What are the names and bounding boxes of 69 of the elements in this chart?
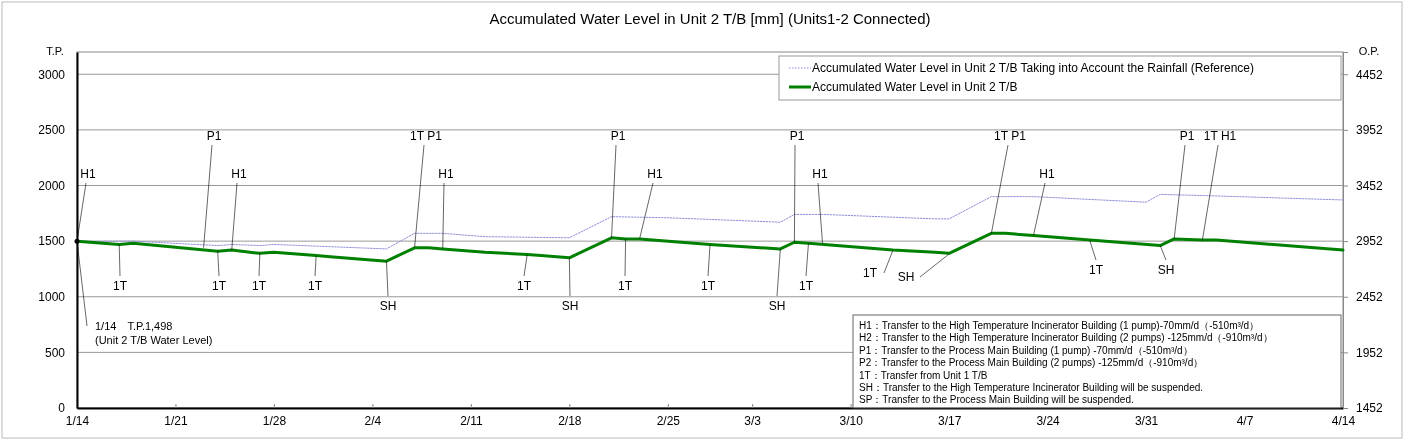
annotation: 1T	[798, 279, 814, 293]
annotation: P1	[789, 129, 805, 143]
annotation: H1	[1039, 167, 1055, 181]
annotation: 1T	[516, 279, 532, 293]
x-tick-label: 3/31	[1134, 413, 1159, 428]
x-tick-label: 3/10	[839, 413, 864, 428]
x-tick-label: 1/14	[65, 413, 90, 428]
y2-tick-label: 3452	[1356, 178, 1384, 193]
annotation: SP：Transfer to the Process Main Building will be suspended.	[859, 394, 1134, 406]
y2-tick-label: 2952	[1356, 234, 1384, 249]
y-tick-label: 1500	[38, 234, 66, 249]
chart-title: Accumulated Water Level in Unit 2 T/B [mm] (Units1-2 Connected)	[489, 10, 931, 27]
annotation: P1	[610, 129, 626, 143]
y-axis-title: T.P.	[46, 45, 64, 57]
annotation: P2：Transfer to the Process Main Building (2 pumps) -125mm/d（-910m³/d）	[859, 357, 1204, 369]
y2-tick-label: 4452	[1356, 67, 1384, 82]
legend-label: Accumulated Water Level in Unit 2 T/B Taking into Account the Rainfall (Reference)	[812, 61, 1255, 75]
annotation: 1T	[862, 266, 878, 280]
x-tick-label: 3/24	[1036, 413, 1061, 428]
legend-label: Accumulated Water Level in Unit 2 T/B	[812, 80, 1018, 94]
y-tick-label: 2000	[38, 178, 66, 193]
y2-tick-label: 3952	[1356, 123, 1384, 138]
annotation: SH	[897, 270, 915, 284]
x-tick-label: 2/25	[656, 413, 681, 428]
annotation: SH	[1157, 263, 1175, 277]
annotation: 1T	[617, 279, 633, 293]
x-tick-label: 1/21	[164, 413, 188, 428]
annotation: H1	[812, 167, 828, 181]
annotation: P1	[206, 129, 222, 143]
annotation: 1T	[1088, 263, 1104, 277]
annotation: 1T	[211, 279, 227, 293]
annotation: 1/14 T.P.1,498 (Unit 2 T/B Water Level)	[95, 320, 213, 346]
y-tick-label: 2500	[38, 123, 66, 138]
annotation: SH	[379, 299, 397, 313]
annotation: H1	[231, 167, 247, 181]
y2-tick-label: 1952	[1356, 345, 1384, 360]
annotation: SH：Transfer to the High Temperature Incinerator Building will be suspended.	[859, 382, 1204, 393]
annotation: 1T	[700, 279, 716, 293]
annotation: SH	[768, 299, 786, 313]
x-tick-label: 3/3	[744, 413, 762, 428]
annotation: 1T H1	[1203, 129, 1237, 143]
x-tick-label: 4/7	[1236, 413, 1254, 428]
annotation: 1T P1	[994, 129, 1027, 143]
annotation: H1：Transfer to the High Temperature Incinerator Building (1 pump)-70mm/d（-510m³/d）	[859, 320, 1260, 331]
y-tick-label: 0	[58, 401, 66, 416]
y-tick-label: 3000	[38, 67, 66, 82]
annotation: H2：Transfer to the High Temperature Incinerator Building (2 pumps) -125mm/d（-910m³/d）	[859, 332, 1273, 344]
x-tick-label: 2/4	[364, 413, 382, 428]
annotation: H1	[80, 167, 96, 181]
annotation: 1T	[307, 279, 323, 293]
annotation: P1：Transfer to the Process Main Building (1 pump) -70mm/d（-510m³/d）	[859, 344, 1193, 356]
annotation: SH	[561, 299, 579, 313]
annotation: P1	[1179, 129, 1195, 143]
x-tick-label: 2/18	[558, 413, 582, 428]
y2-axis-title: O.P.	[1358, 45, 1380, 57]
y2-tick-label: 1452	[1356, 401, 1384, 416]
x-tick-label: 1/28	[262, 413, 287, 428]
annotation: 1T	[112, 279, 128, 293]
y2-tick-label: 2452	[1356, 290, 1384, 305]
annotation: H1	[438, 167, 454, 181]
y-tick-label: 1000	[38, 290, 66, 305]
y-tick-label: 500	[44, 345, 66, 360]
annotation: 1T：Transfer from Unit 1 T/B	[859, 369, 988, 381]
x-tick-label: 2/11	[460, 413, 483, 428]
x-tick-label: 4/14	[1331, 413, 1356, 428]
annotation: H1	[647, 167, 663, 181]
x-tick-label: 3/17	[937, 413, 962, 428]
annotation: 1T P1	[410, 129, 443, 143]
annotation: 1T	[251, 279, 267, 293]
